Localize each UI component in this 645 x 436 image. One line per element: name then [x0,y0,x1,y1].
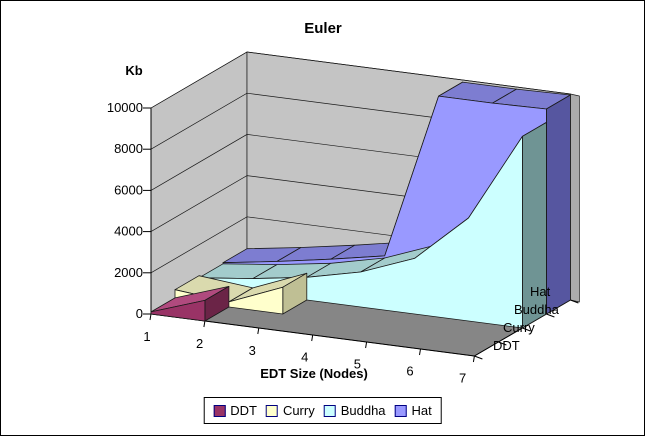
series-axis-label: Hat [530,284,551,299]
x-tick [149,313,152,321]
x-tick-label: 4 [301,350,308,365]
x-tick [365,341,368,349]
series-axis-label: DDT [493,338,520,353]
legend-swatch-hat [394,404,407,417]
legend-label: Curry [282,403,315,418]
series-hat-end-cap [546,94,571,315]
legend-label: Hat [411,403,432,418]
y-tick-label: 0 [136,306,143,321]
series-ddt-front-face [150,299,206,322]
wall-side-edge [570,93,580,303]
series-curry-front-face [174,286,284,315]
y-tick-label: 6000 [114,182,143,197]
series-axis-label: Curry [503,320,535,335]
gridline-10000 [150,51,571,109]
x-tick-label: 1 [143,329,150,344]
legend-swatch-curry [265,404,278,417]
series-buddha-front-face [198,135,523,329]
legend-label: DDT [230,403,257,418]
legend-swatch-buddha [323,404,336,417]
series-axis-tick [498,341,507,346]
x-axis-title: EDT Size (Nodes) [260,366,368,381]
y-tick-label: 2000 [114,265,143,280]
x-tick-label: 5 [354,357,361,372]
legend-item-buddha: Buddha [323,403,386,418]
y-tick-label: 8000 [114,141,143,156]
legend-swatch-ddt [213,404,226,417]
series-axis-label: Buddha [514,302,560,317]
x-tick [311,334,314,342]
x-tick [419,348,421,356]
legend-item-hat: Hat [394,403,432,418]
y-axis-title: Kb [125,63,142,78]
x-tick-label: 3 [249,343,256,358]
y-tick-label: 4000 [114,224,143,239]
x-tick-label: 2 [196,336,203,351]
legend-item-ddt: DDT [213,403,257,418]
chart-title: Euler [304,20,342,37]
y-tick-label: 10000 [107,100,143,115]
x-tick [472,355,475,363]
legend-label: Buddha [340,403,386,418]
series-axis-tick [522,327,531,332]
legend-item-curry: Curry [265,403,315,418]
x-tick-label: 6 [406,364,413,379]
series-axis-tick [570,299,579,304]
x-tick-label: 7 [459,370,466,385]
series-axis-tick [546,313,555,318]
legend: DDT Curry Buddha Hat [203,397,442,424]
series-axis-tick [474,355,483,360]
x-tick [257,327,260,335]
x-tick [203,320,206,328]
